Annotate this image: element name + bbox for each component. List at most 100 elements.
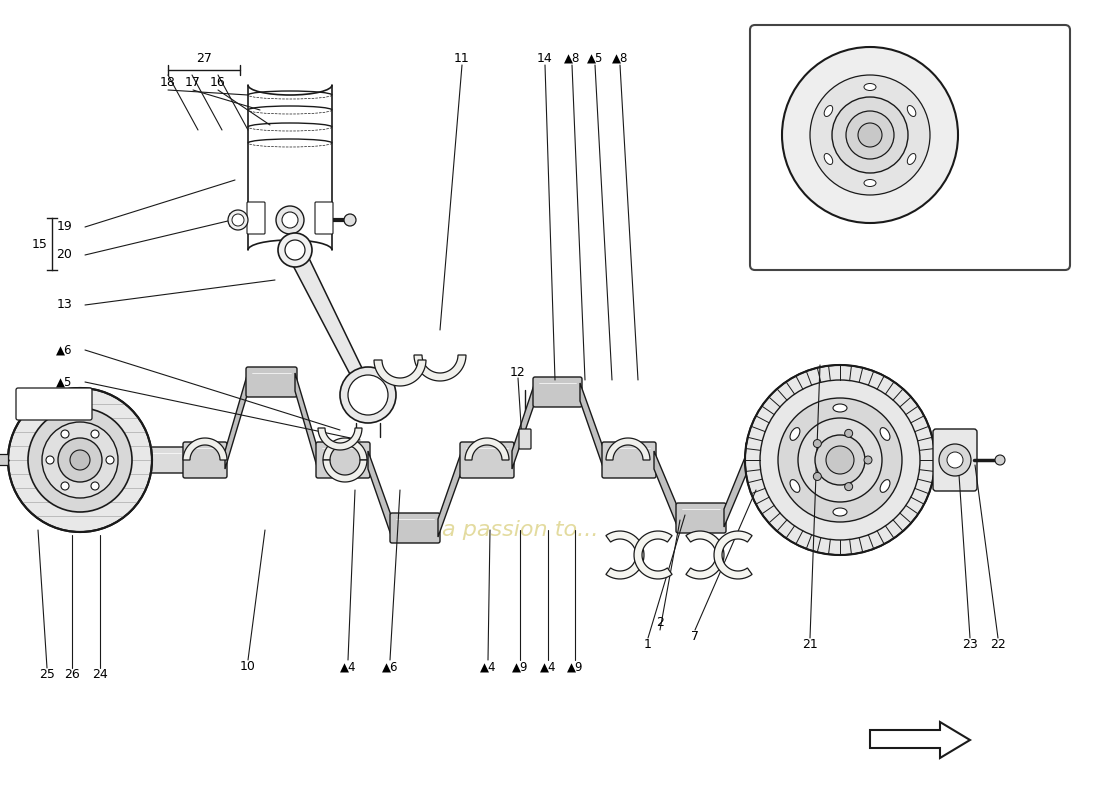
Ellipse shape xyxy=(824,106,833,117)
Ellipse shape xyxy=(790,480,800,492)
Ellipse shape xyxy=(833,508,847,516)
Text: 25: 25 xyxy=(40,669,55,682)
Text: ▲4: ▲4 xyxy=(340,661,356,674)
Text: 15: 15 xyxy=(32,238,48,250)
Text: 13: 13 xyxy=(56,298,72,311)
Text: 16: 16 xyxy=(210,75,225,89)
Text: OTO VERSION: OTO VERSION xyxy=(786,246,894,260)
Text: VERSIONE OTO: VERSIONE OTO xyxy=(781,228,899,242)
Polygon shape xyxy=(183,438,227,460)
Text: 27: 27 xyxy=(196,51,212,65)
Circle shape xyxy=(845,482,853,490)
Text: 22: 22 xyxy=(990,638,1005,651)
Text: ▲4: ▲4 xyxy=(480,661,496,674)
Circle shape xyxy=(996,455,1005,465)
FancyBboxPatch shape xyxy=(246,367,297,397)
Text: 11: 11 xyxy=(454,51,470,65)
Text: 2: 2 xyxy=(656,617,664,630)
Circle shape xyxy=(91,430,99,438)
Circle shape xyxy=(947,452,962,468)
Text: ▲6: ▲6 xyxy=(55,343,72,357)
Ellipse shape xyxy=(908,154,916,165)
FancyBboxPatch shape xyxy=(519,429,531,449)
Text: ▲9: ▲9 xyxy=(512,661,528,674)
Ellipse shape xyxy=(824,154,833,165)
Circle shape xyxy=(778,398,902,522)
Circle shape xyxy=(745,365,935,555)
Circle shape xyxy=(58,438,102,482)
Circle shape xyxy=(46,456,54,464)
FancyBboxPatch shape xyxy=(933,429,977,491)
Circle shape xyxy=(858,123,882,147)
FancyBboxPatch shape xyxy=(676,503,726,533)
Polygon shape xyxy=(368,451,392,538)
Circle shape xyxy=(228,210,248,230)
Text: 23: 23 xyxy=(962,638,978,651)
Circle shape xyxy=(782,47,958,223)
FancyBboxPatch shape xyxy=(534,377,582,407)
FancyBboxPatch shape xyxy=(750,25,1070,270)
Circle shape xyxy=(846,111,894,159)
Polygon shape xyxy=(606,438,650,460)
Circle shape xyxy=(798,418,882,502)
Ellipse shape xyxy=(790,428,800,440)
Text: ▲4: ▲4 xyxy=(540,661,557,674)
Polygon shape xyxy=(465,438,509,460)
FancyBboxPatch shape xyxy=(460,442,514,478)
Polygon shape xyxy=(714,531,752,579)
Ellipse shape xyxy=(864,83,876,90)
Circle shape xyxy=(832,97,908,173)
Circle shape xyxy=(810,75,930,195)
Text: 10: 10 xyxy=(240,661,256,674)
FancyBboxPatch shape xyxy=(136,447,187,473)
Polygon shape xyxy=(438,450,462,537)
Circle shape xyxy=(344,214,356,226)
Text: ▲5: ▲5 xyxy=(56,375,72,389)
FancyBboxPatch shape xyxy=(16,388,92,420)
Text: 24: 24 xyxy=(92,669,108,682)
Text: ▲8: ▲8 xyxy=(564,51,580,65)
Circle shape xyxy=(8,388,152,532)
Polygon shape xyxy=(323,438,367,460)
Text: 19: 19 xyxy=(56,221,72,234)
Polygon shape xyxy=(724,450,748,527)
Polygon shape xyxy=(323,460,367,482)
Text: ▲6: ▲6 xyxy=(382,661,398,674)
Circle shape xyxy=(826,446,854,474)
Text: 7: 7 xyxy=(691,630,698,643)
Circle shape xyxy=(348,375,388,415)
Circle shape xyxy=(276,206,304,234)
Circle shape xyxy=(106,456,114,464)
Circle shape xyxy=(91,482,99,490)
Polygon shape xyxy=(318,428,362,450)
Polygon shape xyxy=(580,383,604,470)
FancyBboxPatch shape xyxy=(602,442,656,478)
Circle shape xyxy=(813,439,822,447)
FancyBboxPatch shape xyxy=(390,513,440,543)
Circle shape xyxy=(815,435,865,485)
Ellipse shape xyxy=(880,428,890,440)
Polygon shape xyxy=(374,360,426,386)
Polygon shape xyxy=(226,372,248,469)
Ellipse shape xyxy=(880,480,890,492)
Circle shape xyxy=(285,240,305,260)
Text: ▲5: ▲5 xyxy=(586,51,603,65)
Text: 26: 26 xyxy=(64,669,80,682)
Text: ▲9: ▲9 xyxy=(566,661,583,674)
Text: 21: 21 xyxy=(1015,55,1031,69)
Text: 12: 12 xyxy=(510,366,526,378)
Circle shape xyxy=(42,422,118,498)
Circle shape xyxy=(60,482,69,490)
Circle shape xyxy=(232,214,244,226)
Polygon shape xyxy=(512,382,535,469)
Polygon shape xyxy=(287,246,374,398)
Circle shape xyxy=(70,450,90,470)
Polygon shape xyxy=(414,355,466,381)
Ellipse shape xyxy=(908,106,916,117)
Text: 18: 18 xyxy=(161,75,176,89)
Polygon shape xyxy=(686,531,724,579)
Ellipse shape xyxy=(864,179,876,186)
Polygon shape xyxy=(295,373,318,470)
Circle shape xyxy=(340,367,396,423)
Circle shape xyxy=(864,456,872,464)
